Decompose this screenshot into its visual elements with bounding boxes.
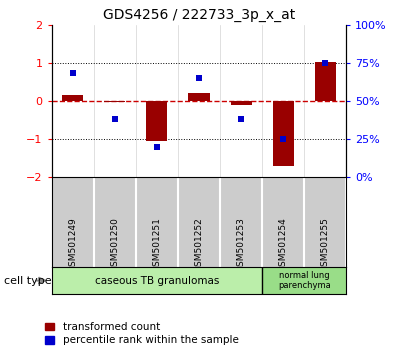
Legend: transformed count, percentile rank within the sample: transformed count, percentile rank withi… [45,322,238,345]
Text: GSM501253: GSM501253 [236,218,246,273]
Text: GSM501249: GSM501249 [68,218,77,272]
Text: caseous TB granulomas: caseous TB granulomas [95,275,219,286]
Bar [104,101,125,102]
Bar [315,62,336,101]
Bar [189,92,209,101]
Text: GSM501250: GSM501250 [110,218,119,273]
Bar [230,101,252,105]
Bar [146,101,168,141]
Title: GDS4256 / 222733_3p_x_at: GDS4256 / 222733_3p_x_at [103,8,295,22]
Text: normal lung
parenchyma: normal lung parenchyma [278,271,331,290]
Bar [273,101,294,166]
Text: GSM501255: GSM501255 [321,218,330,273]
Text: GSM501254: GSM501254 [279,218,288,272]
Bar [52,267,262,294]
Text: GSM501251: GSM501251 [152,218,162,273]
Bar [62,95,83,101]
Bar [262,267,346,294]
Text: cell type: cell type [4,275,52,286]
Text: GSM501252: GSM501252 [195,218,203,272]
